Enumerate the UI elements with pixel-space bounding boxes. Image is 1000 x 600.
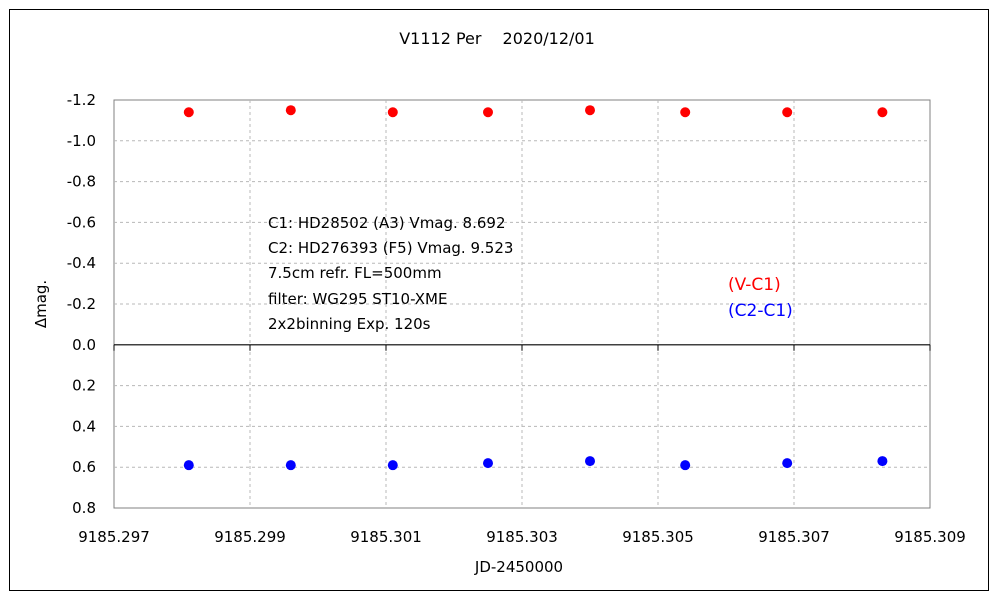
x-tick-label: 9185.301 [350, 528, 422, 546]
y-axis-tick-labels: -1.2 -1.0 -0.8 -0.6 -0.4 -0.2 0.0 0.2 0.4 0.6 0.8 [67, 91, 96, 517]
note-binning: 2x2binning Exp. 120s [268, 315, 431, 333]
legend: (V-C1) (C2-C1) [728, 275, 793, 321]
chart-title: V1112 Per 2020/12/01 [399, 29, 595, 48]
note-filter: filter: WG295 ST10-XME [268, 290, 447, 308]
y-tick-label: 0.0 [72, 336, 96, 354]
y-tick-label: -0.4 [67, 254, 96, 272]
vertical-gridlines [249, 100, 795, 508]
v-c1-point [183, 107, 194, 118]
y-tick-label: 0.8 [72, 499, 96, 517]
x-tick-label: 9185.303 [486, 528, 558, 546]
v-c1-point [285, 105, 296, 116]
v-c1-point [585, 105, 595, 116]
y-tick-label: -1.2 [67, 91, 96, 109]
legend-c2-c1: (C2-C1) [728, 301, 793, 321]
y-tick-label: 0.4 [72, 417, 96, 435]
v-c1-point [680, 107, 691, 118]
c2-c1-point [680, 460, 691, 471]
zero-axis-ticks [113, 344, 931, 351]
y-tick-label: -0.2 [67, 295, 96, 313]
x-tick-label: 9185.309 [894, 528, 966, 546]
x-tick-label: 9185.299 [214, 528, 286, 546]
x-tick-label: 9185.305 [622, 528, 694, 546]
y-tick-label: -1.0 [67, 132, 96, 150]
y-axis-title: Δmag. [32, 280, 50, 328]
c2-c1-point [483, 458, 493, 469]
c2-c1-point [877, 456, 888, 467]
c2-c1-point [183, 460, 194, 471]
x-axis-tick-labels: 9185.297 9185.299 9185.301 9185.303 9185.305… [78, 528, 966, 546]
y-tick-label: 0.2 [72, 377, 96, 395]
c2-c1-point [285, 460, 296, 471]
note-telescope: 7.5cm refr. FL=500mm [268, 264, 442, 282]
y-tick-label: -0.8 [67, 173, 96, 191]
note-c1: C1: HD28502 (A3) Vmag. 8.692 [268, 214, 506, 232]
observation-notes: C1: HD28502 (A3) Vmag. 8.692 C2: HD27639… [268, 214, 513, 333]
x-tick-label: 9185.307 [758, 528, 830, 546]
c2-c1-point [585, 456, 595, 467]
y-tick-label: -0.6 [67, 213, 96, 231]
data-points [183, 105, 888, 471]
v-c1-point [387, 107, 398, 118]
y-tick-label: 0.6 [72, 458, 96, 476]
note-c2: C2: HD276393 (F5) Vmag. 9.523 [268, 239, 513, 257]
x-tick-label: 9185.297 [78, 528, 150, 546]
v-c1-point [483, 107, 493, 118]
c2-c1-point [387, 460, 398, 471]
x-axis-title: JD-2450000 [474, 558, 563, 576]
v-c1-point [877, 107, 888, 118]
v-c1-point [782, 107, 793, 118]
legend-v-c1: (V-C1) [728, 275, 781, 295]
c2-c1-point [782, 458, 793, 469]
